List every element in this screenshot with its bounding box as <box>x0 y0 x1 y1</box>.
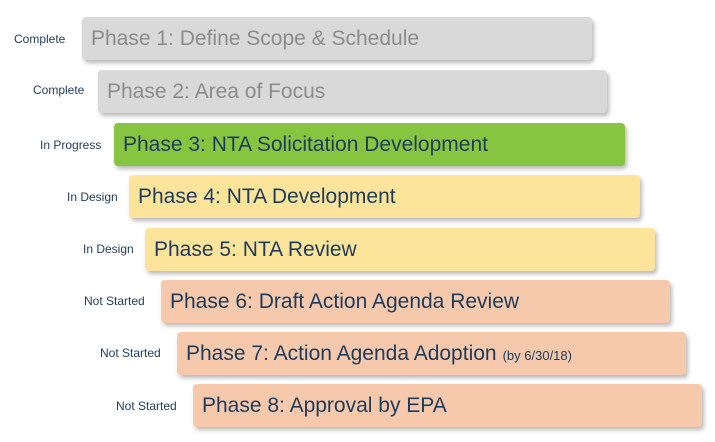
phase-status-label: Complete <box>14 32 66 46</box>
phase-bar-4: Phase 4: NTA Development <box>129 175 640 218</box>
phase-status-label: Not Started <box>116 399 177 413</box>
phase-title: Phase 4: NTA Development <box>138 184 396 208</box>
phase-bar-8: Phase 8: Approval by EPA <box>193 384 702 427</box>
phase-title: Phase 2: Area of Focus <box>107 79 326 103</box>
phase-deadline-note: (by 6/30/18) <box>502 348 572 363</box>
phase-bar-3: Phase 3: NTA Solicitation Development <box>114 123 625 166</box>
phase-status-label: In Design <box>83 242 134 256</box>
phase-status-label: In Design <box>67 190 118 204</box>
phase-bar-7: Phase 7: Action Agenda Adoption (by 6/30… <box>177 332 686 375</box>
phase-status-label: In Progress <box>40 138 102 152</box>
phase-status-label: Complete <box>33 83 85 97</box>
phase-status-label: Not Started <box>84 294 145 308</box>
phase-title: Phase 3: NTA Solicitation Development <box>123 132 488 156</box>
phase-bar-5: Phase 5: NTA Review <box>145 228 655 271</box>
phase-title: Phase 6: Draft Action Agenda Review <box>170 289 520 313</box>
phase-title: Phase 8: Approval by EPA <box>202 393 447 417</box>
phase-bar-2: Phase 2: Area of Focus <box>98 70 607 113</box>
phase-title: Phase 5: NTA Review <box>154 237 357 261</box>
phase-bar-1: Phase 1: Define Scope & Schedule <box>82 17 592 60</box>
phase-title: Phase 7: Action Agenda Adoption <box>186 341 497 365</box>
phase-bar-6: Phase 6: Draft Action Agenda Review <box>161 280 670 323</box>
phase-status-label: Not Started <box>100 346 161 360</box>
phase-title: Phase 1: Define Scope & Schedule <box>91 26 420 50</box>
